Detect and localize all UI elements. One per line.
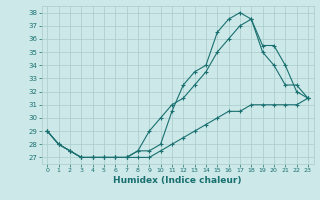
X-axis label: Humidex (Indice chaleur): Humidex (Indice chaleur) xyxy=(113,176,242,185)
